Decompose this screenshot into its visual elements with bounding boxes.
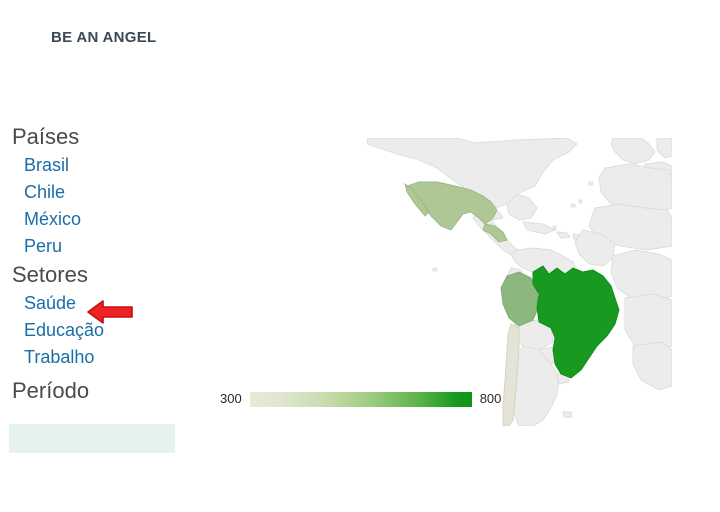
legend-min-label: 300	[220, 391, 242, 406]
filter-group-setores: Setores Saúde Educação Trabalho	[0, 260, 200, 371]
filter-panel: Países Brasil Chile México Peru Setores …	[0, 122, 200, 406]
map-legend: 300 800	[220, 388, 501, 410]
period-value-box[interactable]	[9, 424, 175, 453]
filter-item-chile[interactable]: Chile	[24, 182, 66, 202]
filter-item-peru[interactable]: Peru	[24, 236, 63, 256]
legend-gradient-bar	[249, 391, 472, 407]
map-region-chile	[502, 323, 520, 426]
filter-group-heading-paises: Países	[12, 124, 80, 149]
map-region-brasil	[532, 265, 620, 379]
legend-max-label: 800	[479, 391, 502, 406]
filter-item-educacao[interactable]: Educação	[24, 320, 105, 340]
filter-item-brasil[interactable]: Brasil	[24, 155, 70, 175]
filter-group-heading-periodo: Período	[12, 378, 90, 403]
filter-item-saude[interactable]: Saúde	[24, 293, 77, 313]
filter-group-paises: Países Brasil Chile México Peru	[0, 122, 200, 260]
map-highlighted-regions	[404, 181, 620, 426]
map-region-baja	[404, 182, 430, 217]
map-region-mexico	[406, 181, 498, 231]
page-title: BE AN ANGEL	[51, 29, 157, 46]
filter-item-mexico[interactable]: México	[24, 209, 82, 229]
filter-group-heading-setores: Setores	[12, 262, 88, 287]
choropleth-map[interactable]	[367, 138, 672, 426]
filter-item-trabalho[interactable]: Trabalho	[24, 347, 95, 367]
map-region-mexico-south	[482, 223, 508, 243]
arrow-left-icon	[87, 300, 133, 324]
map-region-peru	[500, 271, 540, 327]
